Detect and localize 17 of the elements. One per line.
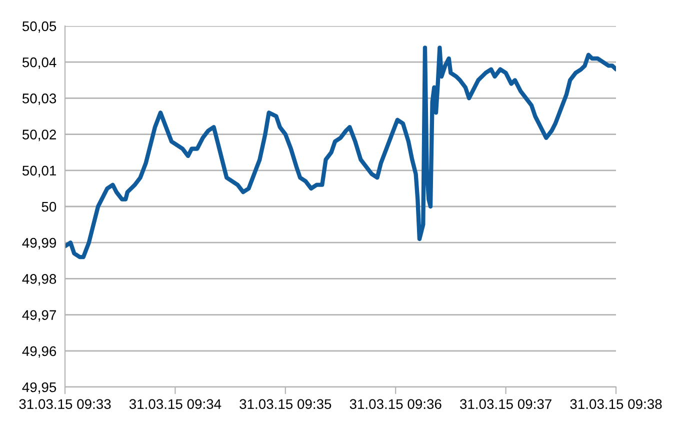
x-tick-label: 31.03.15 09:34 — [129, 399, 222, 410]
y-tick-label: 50,05 — [22, 21, 56, 33]
x-tick-label: 31.03.15 09:37 — [460, 399, 552, 410]
y-tick-label: 49,95 — [22, 382, 56, 394]
y-tick-label: 49,96 — [22, 346, 56, 358]
y-tick-label: 50,02 — [22, 130, 56, 142]
y-tick-label: 50,01 — [22, 166, 56, 178]
y-tick-label: 50 — [42, 202, 56, 212]
y-tick-label: 50,03 — [22, 94, 56, 106]
x-tick-label: 31.03.15 09:38 — [570, 399, 662, 410]
y-tick-label: 49,98 — [22, 274, 56, 286]
x-tick-label: 31.03.15 09:35 — [240, 399, 332, 410]
x-tick-label: 31.03.15 09:36 — [350, 399, 442, 410]
y-tick-label: 49,99 — [22, 238, 56, 250]
y-tick-label: 49,97 — [22, 310, 56, 322]
y-tick-label: 50,04 — [22, 57, 56, 69]
x-tick-label: 31.03.15 09:33 — [19, 399, 111, 410]
